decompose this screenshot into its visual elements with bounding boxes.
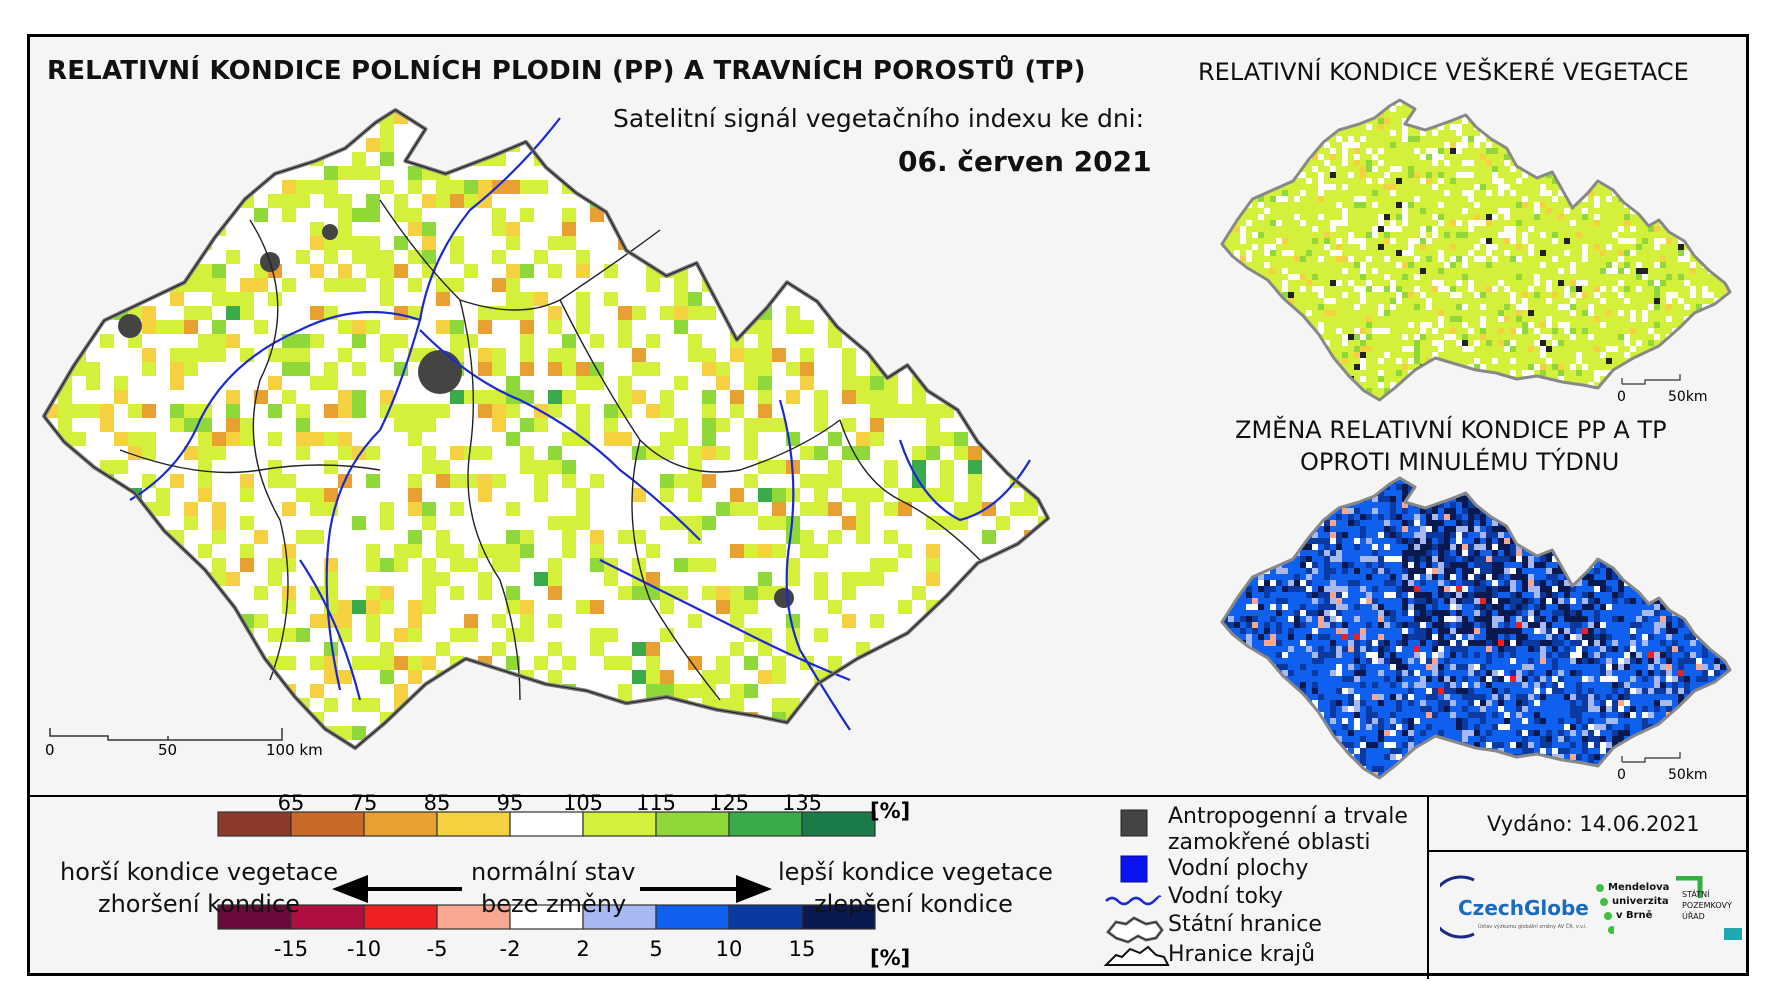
chgBar-swatch-0 [217,904,292,930]
condTicks-label-4: 105 [563,791,603,815]
inset-bottom-scale-bar [1621,752,1681,763]
condBar-swatch-7 [728,811,803,837]
spu-text-1: STÁTNÍ [1682,890,1710,899]
inset-bottom-title-line2: OPROTI MINULÉMU TÝDNU [1300,448,1620,476]
condBar-swatch-2 [363,811,438,837]
main-scale-label-50: 50 [158,741,177,759]
legend-better-2: zlepšení kondice [814,890,1013,918]
inset-top-state-border [1220,98,1732,402]
chgTicks-label-5: 5 [649,937,662,961]
main-map-subtitle: Satelitní signál vegetačního indexu ke d… [613,104,1145,133]
chgBar-swatch-7 [728,904,803,930]
chgTicks-label-1: -10 [347,937,381,961]
inset-top-scale-label-0: 0 [1617,389,1626,405]
czechglobe-name: CzechGlobe [1458,896,1589,920]
legend-water-bodies: Vodní plochy [1168,856,1309,881]
main-map-state-border-inner [43,109,1049,749]
state-border-icon-inner [1107,917,1163,943]
chgTicks-label-3: -2 [500,937,521,961]
region-border-icon [1103,945,1170,966]
condBar-swatch-0 [217,811,292,837]
czechglobe-subtitle: Ústav výzkumu globální změny AV ČR, v.v.… [1478,924,1588,930]
spu-logo: STÁTNÍ POZEMKOVÝ ÚŘAD [1676,876,1746,946]
legend-rivers: Vodní toky [1168,884,1283,909]
main-scale-label-100: 100 km [266,741,323,759]
logo-separator [1427,795,1429,979]
condBar-swatch-3 [436,811,511,837]
mendel-text-1: Mendelova [1608,882,1670,893]
legend-region-border: Hranice krajů [1168,942,1316,967]
legend-condition-unit: [%] [870,799,910,823]
legend-change-bar [217,904,876,930]
condTicks-label-2: 85 [424,791,451,815]
legend-condition-bar [217,811,876,837]
legend-condition-ticks: 65 75 85 95 105 115 125 135 [278,791,822,815]
chgBar-swatch-3 [436,904,511,930]
chgBar-swatch-6 [655,904,730,930]
chgTicks-label-6: 10 [716,937,743,961]
inset-bottom-scale-label-50: 50km [1668,767,1708,783]
condTicks-label-1: 75 [351,791,378,815]
legend-anthro-1: Antropogenní a trvale [1168,804,1408,829]
legend-normal-2: beze změny [481,890,627,918]
legend-change-unit: [%] [870,946,910,970]
legend-separator [30,795,1746,797]
chgTicks-label-2: -5 [427,937,448,961]
mendel-logo: Mendelova univerzita v Brně [1594,880,1674,940]
condBar-swatch-8 [801,811,876,837]
main-map-region-borders [119,199,981,701]
river-line-icon [1105,895,1162,906]
water-swatch-icon [1120,855,1148,883]
inset-bottom-title-line1: ZMĚNA RELATIVNÍ KONDICE PP A TP [1235,416,1667,444]
anthro-swatch-icon [1120,809,1148,837]
arrow-right-icon [640,875,772,903]
chgBar-swatch-1 [290,904,365,930]
condBar-swatch-5 [582,811,657,837]
inset-top-title: RELATIVNÍ KONDICE VEŠKERÉ VEGETACE [1198,58,1689,86]
chgTicks-label-4: 2 [576,937,589,961]
legend-normal-1: normální stav [471,858,636,886]
issued-date: Vydáno: 14.06.2021 [1487,812,1700,836]
inset-top-raster [1222,100,1730,400]
spu-text-2: POZEMKOVÝ [1682,901,1732,910]
main-map-scale-bar [49,728,283,741]
legend-state-border: Státní hranice [1168,912,1322,937]
condBar-swatch-6 [655,811,730,837]
condTicks-label-7: 135 [782,791,822,815]
main-scale-label-0: 0 [45,741,55,759]
main-map-rivers [129,117,1031,731]
legend-change-ticks: -15 -10 -5 -2 2 5 10 15 [274,937,816,961]
legend-worse-2: zhoršení kondice [98,890,300,918]
condTicks-label-6: 125 [709,791,749,815]
chgBar-swatch-2 [363,904,438,930]
condTicks-label-3: 95 [497,791,524,815]
condTicks-label-5: 115 [636,791,676,815]
condBar-swatch-1 [290,811,365,837]
mendel-text-2: univerzita [1612,896,1669,907]
inset-bottom-raster [1222,478,1730,778]
inset-bottom-scale-label-0: 0 [1617,767,1626,783]
spu-text-3: ÚŘAD [1682,912,1705,921]
main-map-title: RELATIVNÍ KONDICE POLNÍCH PLODIN (PP) A … [47,56,1086,86]
issued-separator [1427,850,1746,852]
legend-worse-1: horší kondice vegetace [60,858,339,886]
czechglobe-logo: CzechGlobe Ústav výzkumu globální změny … [1440,872,1590,942]
main-map-raster [44,110,1048,748]
inset-top-scale-label-50: 50km [1668,389,1708,405]
legend-better-1: lepší kondice vegetace [778,858,1053,886]
chgTicks-label-0: -15 [274,937,308,961]
condBar-swatch-4 [509,811,584,837]
inset-bottom-state-border [1220,476,1732,780]
condTicks-label-0: 65 [278,791,305,815]
chgBar-swatch-8 [801,904,876,930]
chgTicks-label-7: 15 [789,937,816,961]
arrow-left-icon [332,875,462,903]
main-map-date: 06. červen 2021 [898,145,1152,178]
inset-top-scale-bar [1621,374,1681,385]
legend-anthro-2: zamokřené oblasti [1168,830,1371,855]
mendel-text-3: v Brně [1616,910,1653,921]
chgBar-swatch-4 [509,904,584,930]
